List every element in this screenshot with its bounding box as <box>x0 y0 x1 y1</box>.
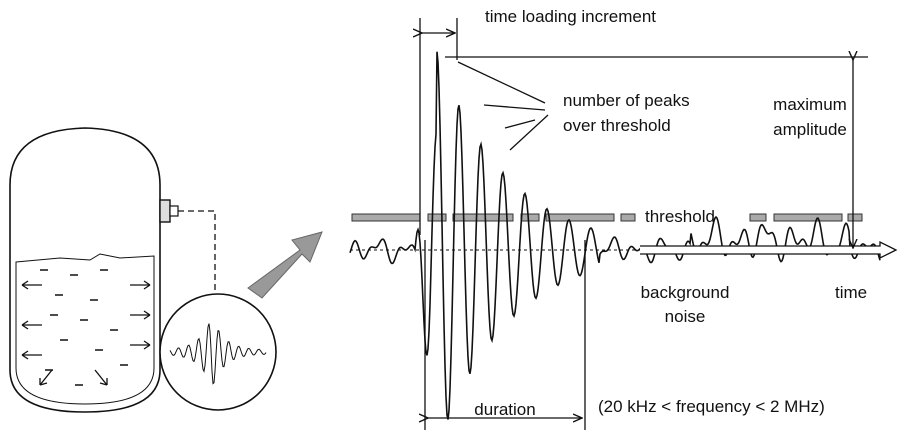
threshold-bar <box>351 213 863 222</box>
label: time loading increment <box>485 7 656 26</box>
vessel <box>9 127 323 413</box>
label: amplitude <box>773 120 847 139</box>
dimensions <box>420 18 868 430</box>
label: maximum <box>773 95 847 114</box>
label: duration <box>474 400 535 419</box>
time-axis <box>640 240 898 260</box>
label: over threshold <box>563 116 671 135</box>
label: noise <box>665 307 706 326</box>
label: number of peaks <box>563 91 690 110</box>
waveform <box>349 51 881 420</box>
label: (20 kHz < frequency < 2 MHz) <box>598 397 825 416</box>
label: time <box>835 283 867 302</box>
label: threshold <box>645 207 715 226</box>
label: background <box>641 283 730 302</box>
labels: time loading increment number of peaks o… <box>474 7 867 419</box>
